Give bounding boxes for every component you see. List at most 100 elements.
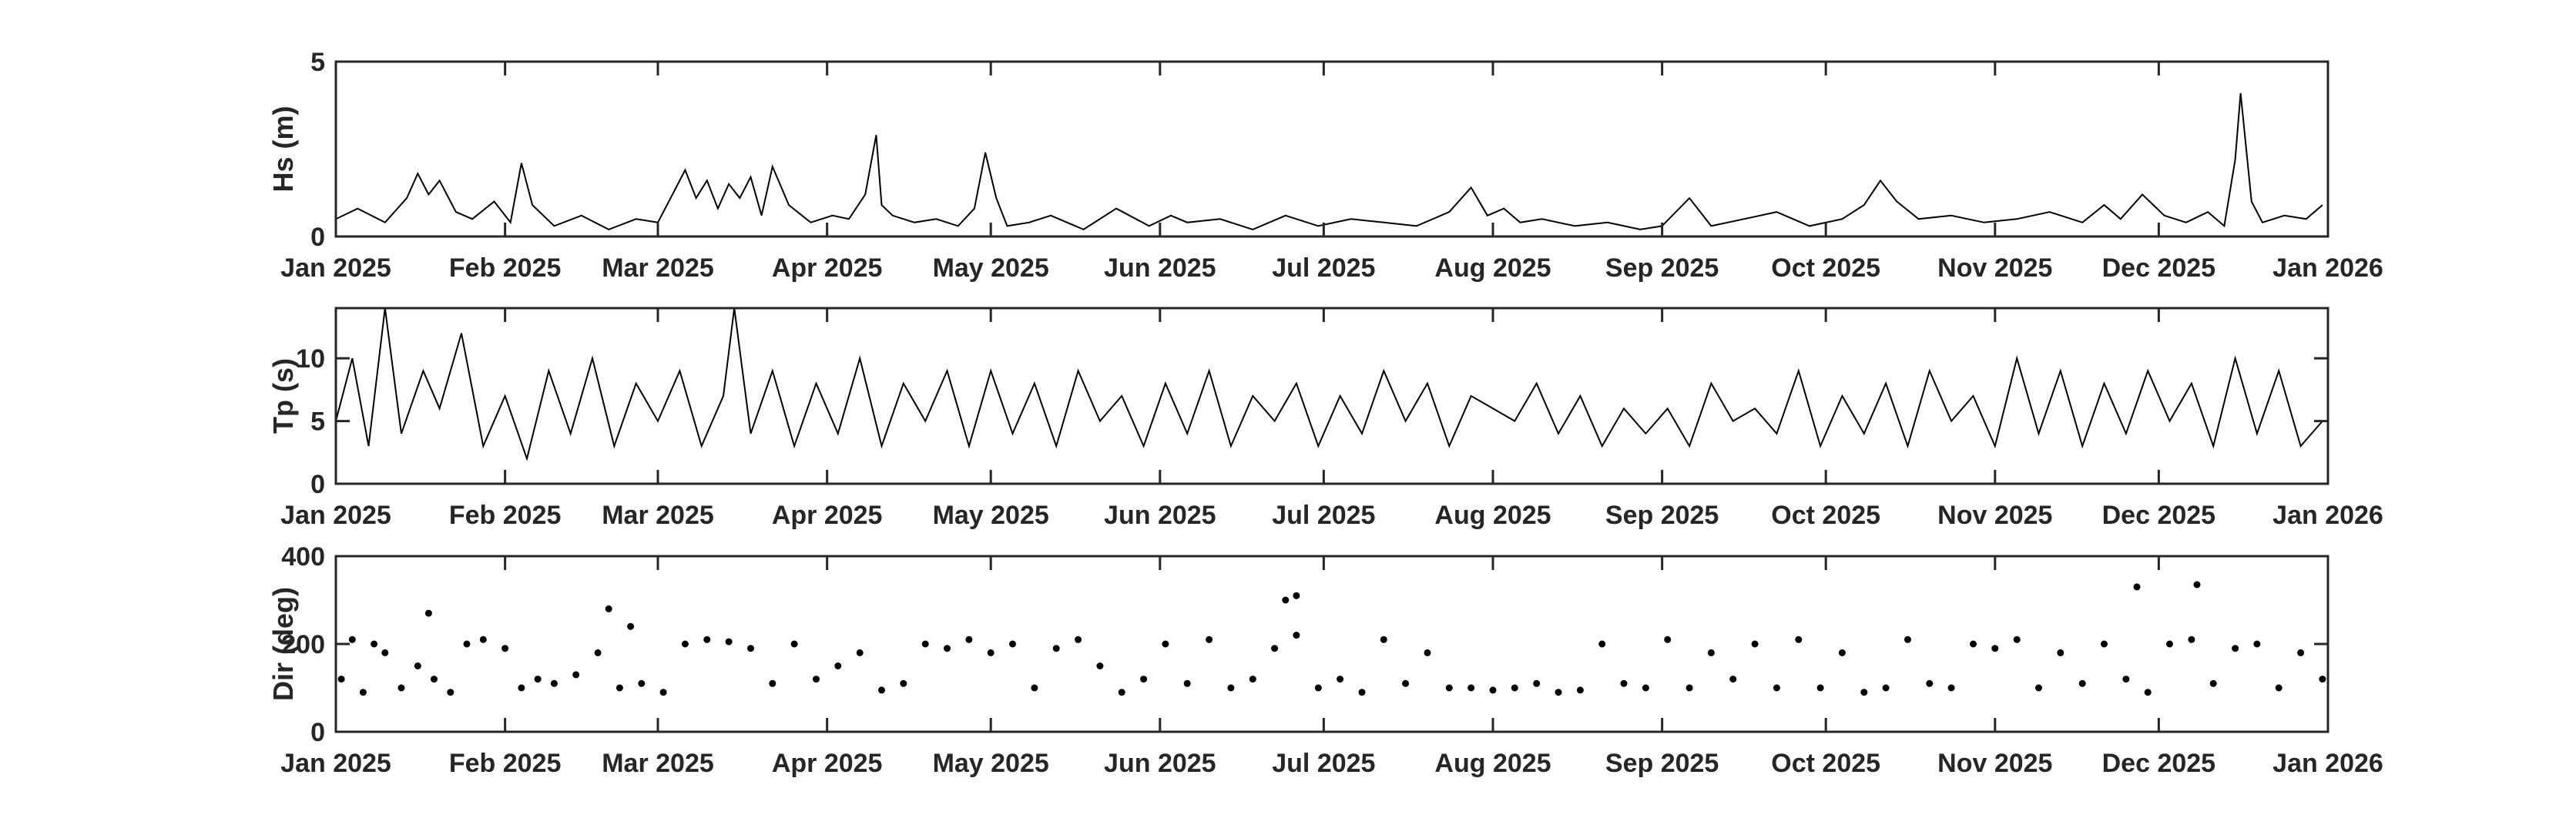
data-point bbox=[921, 640, 929, 648]
data-point bbox=[1118, 689, 1125, 696]
data-point bbox=[1795, 636, 1803, 643]
y-tick-label: 0 bbox=[310, 718, 325, 747]
data-point bbox=[1489, 686, 1497, 694]
data-point bbox=[703, 636, 711, 643]
data-point bbox=[1620, 679, 1628, 687]
data-point bbox=[1052, 645, 1060, 652]
data-point bbox=[2101, 640, 2108, 648]
data-point bbox=[1511, 684, 1518, 692]
data-point bbox=[2144, 689, 2152, 696]
data-point bbox=[2209, 679, 2217, 687]
data-point bbox=[2319, 676, 2326, 683]
data-point bbox=[397, 684, 405, 692]
data-point bbox=[1293, 592, 1300, 599]
data-point bbox=[1816, 684, 1824, 692]
x-tick-label: Jun 2025 bbox=[1104, 501, 1216, 530]
data-point bbox=[1358, 689, 1366, 696]
x-tick-label: Oct 2025 bbox=[1771, 749, 1880, 778]
data-point bbox=[1685, 684, 1693, 692]
x-tick-label: Jan 2026 bbox=[2272, 501, 2383, 530]
x-tick-label: Nov 2025 bbox=[1937, 253, 2052, 283]
data-point bbox=[1926, 679, 1934, 687]
plot-area bbox=[336, 92, 2323, 231]
y-tick-label: 0 bbox=[310, 470, 325, 499]
data-point bbox=[2188, 636, 2195, 643]
data-point bbox=[2122, 676, 2130, 683]
x-tick-label: Apr 2025 bbox=[772, 749, 883, 778]
data-point bbox=[1882, 684, 1890, 692]
y-tick-label: 400 bbox=[281, 542, 325, 572]
series-line bbox=[336, 92, 2323, 231]
data-point bbox=[2013, 636, 2021, 643]
x-tick-label: Nov 2025 bbox=[1937, 749, 2052, 778]
x-tick-label: Jun 2025 bbox=[1104, 749, 1216, 778]
x-tick-label: Jan 2026 bbox=[2272, 749, 2383, 778]
y-tick-label: 200 bbox=[281, 630, 325, 659]
axes-box bbox=[334, 60, 2329, 238]
data-point bbox=[2133, 583, 2141, 591]
x-tick-label: Aug 2025 bbox=[1434, 749, 1551, 778]
data-point bbox=[627, 622, 635, 630]
x-tick-label: Sep 2025 bbox=[1605, 749, 1719, 778]
data-point bbox=[518, 684, 525, 692]
x-tick-label: May 2025 bbox=[933, 749, 1049, 778]
data-point bbox=[1904, 636, 1911, 643]
data-point bbox=[1293, 632, 1300, 639]
x-tick-label: Aug 2025 bbox=[1434, 253, 1551, 283]
data-point bbox=[2297, 649, 2305, 656]
x-tick-label: Dec 2025 bbox=[2102, 749, 2215, 778]
data-point bbox=[1337, 676, 1344, 683]
data-point bbox=[447, 689, 454, 696]
x-tick-label: Mar 2025 bbox=[602, 501, 714, 530]
data-point bbox=[381, 649, 389, 656]
data-point bbox=[681, 640, 689, 648]
data-point bbox=[572, 671, 580, 679]
data-point bbox=[900, 679, 907, 687]
x-tick-label: May 2025 bbox=[933, 253, 1049, 283]
data-point bbox=[725, 638, 733, 646]
data-point bbox=[1075, 636, 1082, 643]
data-point bbox=[944, 645, 951, 652]
data-point bbox=[856, 649, 864, 656]
x-tick-label: Jan 2025 bbox=[280, 749, 391, 778]
data-point bbox=[1838, 649, 1846, 656]
data-point bbox=[1183, 679, 1191, 687]
x-tick-label: Sep 2025 bbox=[1605, 253, 1719, 283]
x-tick-label: Nov 2025 bbox=[1937, 501, 2052, 530]
data-point bbox=[638, 679, 646, 687]
plot-area bbox=[336, 308, 2323, 461]
x-tick-label: Oct 2025 bbox=[1771, 501, 1880, 530]
data-point bbox=[1314, 684, 1322, 692]
x-tick-label: Jan 2025 bbox=[280, 501, 391, 530]
data-point bbox=[1031, 684, 1038, 692]
y-tick-label: 10 bbox=[296, 344, 325, 374]
data-point bbox=[1860, 689, 1868, 696]
data-point bbox=[348, 636, 356, 643]
data-point bbox=[1402, 679, 1410, 687]
data-point bbox=[1707, 649, 1715, 656]
data-point bbox=[2232, 645, 2239, 652]
y-tick-label: 0 bbox=[310, 223, 325, 252]
series-line bbox=[336, 308, 2323, 461]
data-point bbox=[1751, 640, 1759, 648]
data-point bbox=[987, 649, 995, 656]
data-point bbox=[1009, 640, 1016, 648]
x-tick-label: Aug 2025 bbox=[1434, 501, 1551, 530]
data-point bbox=[769, 679, 776, 687]
x-tick-label: Jul 2025 bbox=[1272, 501, 1375, 530]
data-point bbox=[1424, 649, 1431, 656]
data-point bbox=[1249, 676, 1256, 683]
data-point bbox=[1282, 596, 1290, 604]
x-tick-label: Mar 2025 bbox=[602, 749, 714, 778]
data-point bbox=[2275, 684, 2283, 692]
data-point bbox=[605, 605, 612, 612]
tp-panel: Jan 2025 Feb 2025 Mar 2025 Apr 2025 May 2025… bbox=[267, 307, 2383, 530]
data-point bbox=[1664, 636, 1672, 643]
x-tick-label: Mar 2025 bbox=[602, 253, 714, 283]
data-point bbox=[1947, 684, 1955, 692]
y-axis-label: Tp (s) bbox=[267, 358, 299, 434]
x-tick-label: Jan 2025 bbox=[280, 253, 391, 283]
data-point bbox=[534, 676, 542, 683]
y-axis-label: Hs (m) bbox=[267, 106, 299, 192]
